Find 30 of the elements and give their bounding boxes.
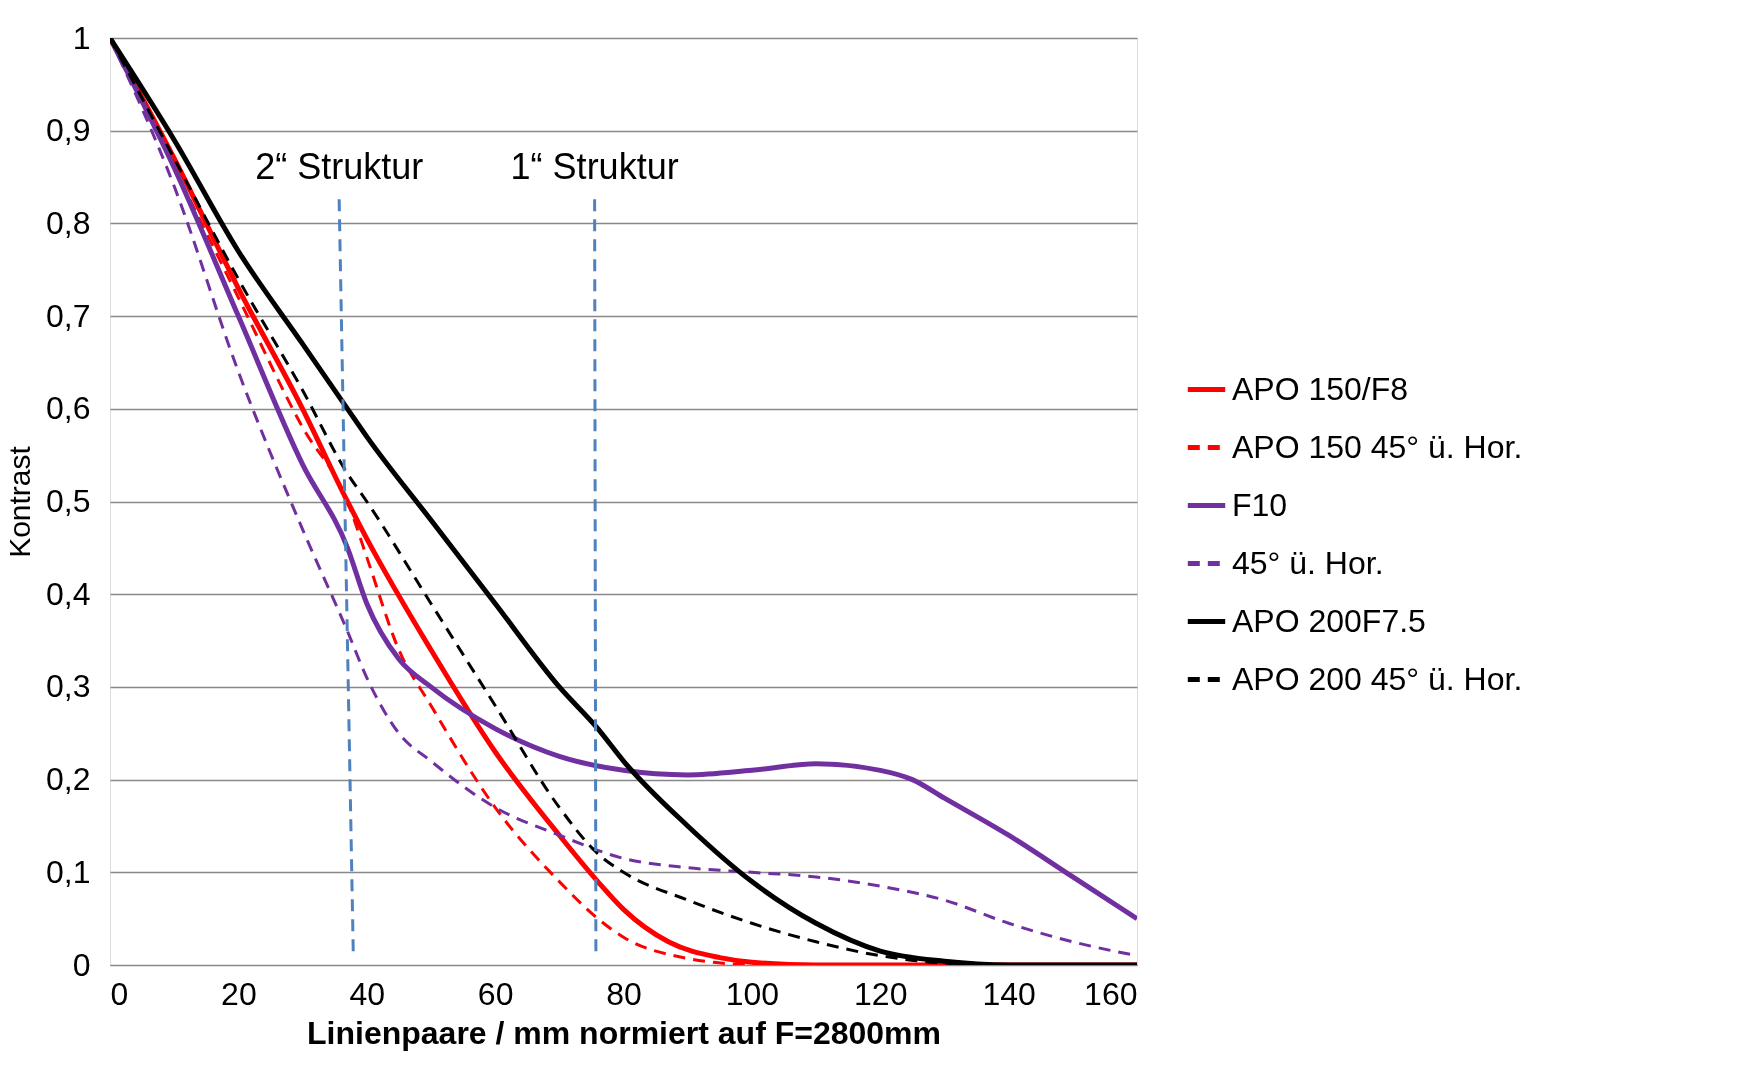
- y-tick-label: 0,3: [46, 668, 91, 705]
- x-tick-label: 100: [725, 975, 780, 1012]
- annotation: 1“ Struktur: [510, 146, 679, 188]
- legend-label: APO 150 45° ü. Hor.: [1232, 428, 1523, 465]
- y-tick-label: 0,8: [46, 204, 91, 241]
- y-tick-label: 0,6: [46, 390, 91, 427]
- legend-label: F10: [1232, 486, 1288, 523]
- x-tick-label: 60: [477, 975, 514, 1012]
- legend-label: APO 150/F8: [1232, 370, 1409, 407]
- y-tick-label: 0,4: [46, 575, 91, 612]
- y-tick-label: 0,7: [46, 297, 91, 334]
- x-tick-label: 0: [110, 975, 129, 1012]
- y-axis-title: Kontrast: [3, 445, 37, 558]
- x-tick-label: 160: [1084, 975, 1138, 1012]
- x-tick-label: 140: [982, 975, 1036, 1012]
- x-tick-label: 20: [221, 975, 257, 1012]
- legend-label: APO 200F7.5: [1232, 602, 1426, 639]
- x-tick-label: 40: [349, 975, 386, 1012]
- x-tick-label: 80: [606, 975, 642, 1012]
- y-tick-label: 0,9: [46, 112, 91, 149]
- y-tick-label: 0,1: [46, 853, 91, 890]
- y-tick-label: 0,5: [46, 483, 91, 519]
- legend-label: APO 200 45° ü. Hor.: [1232, 660, 1523, 697]
- x-axis-title: Linienpaare / mm normiert auf F=2800mm: [307, 1014, 941, 1051]
- y-tick-label: 0: [72, 946, 91, 983]
- y-tick-label: 0,2: [46, 761, 91, 798]
- y-tick-label: 1: [72, 19, 91, 56]
- annotation: 2“ Struktur: [255, 146, 424, 188]
- x-tick-label: 120: [854, 975, 908, 1012]
- legend-label: 45° ü. Hor.: [1232, 544, 1384, 581]
